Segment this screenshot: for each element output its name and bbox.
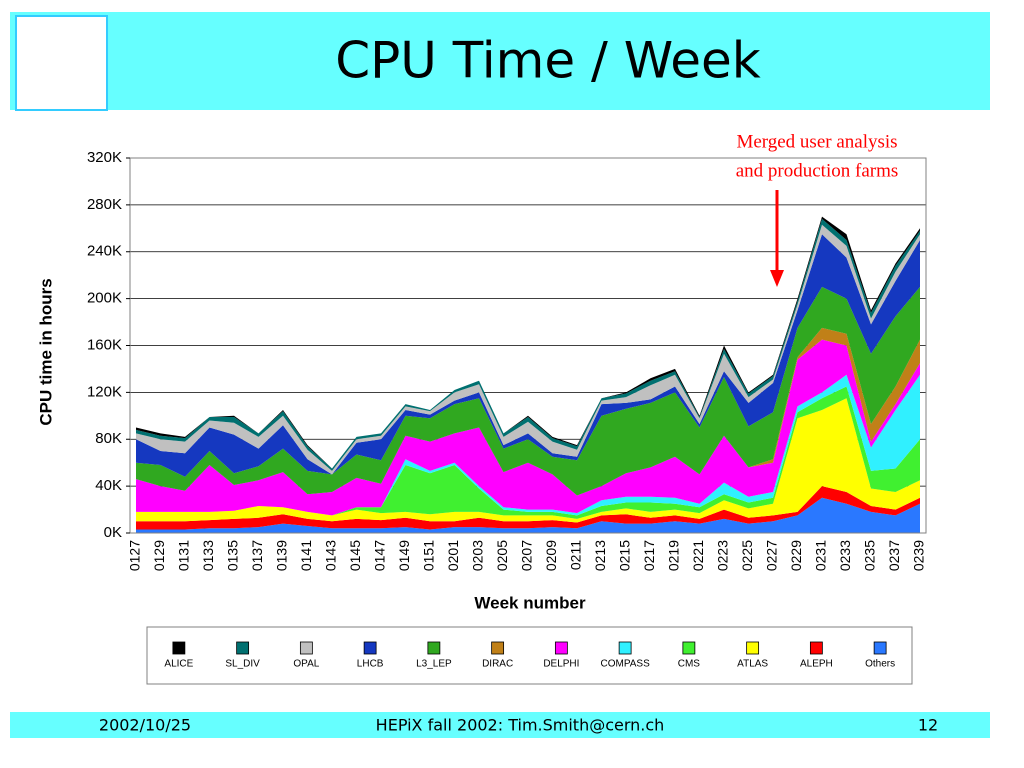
- footer-band: [10, 712, 990, 738]
- y-tick-label: 320K: [87, 149, 122, 166]
- legend-swatch: [427, 641, 441, 655]
- legend-swatch: [618, 641, 632, 655]
- x-tick-label: 0131: [176, 540, 192, 571]
- legend-swatch: [172, 641, 186, 655]
- legend-label: DELPHI: [543, 659, 579, 670]
- y-tick-label: 120K: [87, 383, 122, 400]
- legend-label: DIRAC: [482, 659, 513, 670]
- annotation-line: and production farms: [736, 160, 899, 181]
- x-tick-label: 0205: [494, 540, 510, 571]
- x-tick-label: 0203: [470, 540, 486, 571]
- x-tick-label: 0239: [911, 540, 927, 571]
- x-tick-label: 0225: [739, 540, 755, 571]
- x-tick-label: 0141: [298, 540, 314, 571]
- x-tick-label: 0209: [543, 540, 559, 571]
- chart: 0K 40K 80K 120K 160K 200K 240K 280K 320K 0127 0129…: [36, 131, 927, 685]
- legend-swatch: [682, 641, 696, 655]
- legend-swatch: [299, 641, 313, 655]
- area: [136, 339, 920, 516]
- x-tick-label: 0133: [200, 540, 216, 571]
- page-number: 12: [918, 716, 938, 735]
- area: [136, 398, 920, 523]
- legend-swatch: [554, 641, 568, 655]
- header-band: [10, 12, 990, 110]
- legend-swatch: [363, 641, 377, 655]
- area: [136, 497, 920, 533]
- x-tick-label: 0127: [127, 540, 143, 571]
- x-tick-label: 0151: [421, 540, 437, 571]
- header-square: [15, 15, 108, 111]
- x-tick-label: 0143: [323, 540, 339, 571]
- legend-label: LHCB: [357, 659, 384, 670]
- x-tick-label: 0149: [396, 540, 412, 571]
- legend-swatch: [491, 641, 505, 655]
- legend-swatch: [746, 641, 760, 655]
- y-tick-label: 240K: [87, 243, 122, 260]
- y-tick-label: 80K: [95, 430, 122, 447]
- x-tick-label: 0237: [886, 540, 902, 571]
- footer-date: 2002/10/25: [99, 716, 191, 735]
- y-tick-label: 40K: [95, 477, 122, 494]
- x-tick-label: 0129: [151, 540, 167, 571]
- x-tick-label: 0207: [519, 540, 535, 571]
- x-tick-label: 0147: [372, 540, 388, 571]
- x-tick-label: 0227: [764, 540, 780, 571]
- legend-label: ALICE: [164, 659, 193, 670]
- area: [136, 286, 920, 496]
- legend-label: COMPASS: [600, 659, 650, 670]
- x-tick-label: 0219: [666, 540, 682, 571]
- y-tick-label: 160K: [87, 336, 122, 353]
- legend-swatch: [236, 641, 250, 655]
- legend-label: CMS: [678, 659, 701, 670]
- x-tick-label: 0223: [715, 540, 731, 571]
- area: [136, 386, 920, 519]
- legend-swatch: [873, 641, 887, 655]
- legend: [146, 626, 913, 685]
- x-tick-label: 0233: [837, 540, 853, 571]
- x-tick-label: 0201: [445, 540, 461, 571]
- x-tick-label: 0235: [862, 540, 878, 571]
- slide-title: CPU Time / Week: [335, 32, 761, 90]
- area: [136, 218, 920, 471]
- x-tick-label: 0217: [641, 540, 657, 571]
- x-tick-label: 0139: [274, 540, 290, 571]
- x-tick-label: 0221: [690, 540, 706, 571]
- y-axis-label: CPU time in hours: [36, 278, 55, 425]
- x-tick-label: 0213: [592, 540, 608, 571]
- x-tick-label: 0231: [813, 540, 829, 571]
- y-tick-label: 200K: [87, 290, 122, 307]
- legend-swatch: [809, 641, 823, 655]
- annotation-line: Merged user analysis: [736, 131, 897, 152]
- legend-label: ATLAS: [737, 659, 768, 670]
- legend-label: ALEPH: [800, 659, 833, 670]
- legend-label: SL_DIV: [225, 659, 260, 670]
- footer-text: HEPiX fall 2002: Tim.Smith@cern.ch: [376, 716, 665, 735]
- x-tick-label: 0215: [617, 540, 633, 571]
- x-tick-label: 0145: [347, 540, 363, 571]
- x-axis-label: Week number: [474, 593, 586, 612]
- area: [136, 234, 920, 477]
- legend-label: L3_LEP: [416, 659, 452, 670]
- y-tick-label: 280K: [87, 196, 122, 213]
- legend-label: OPAL: [293, 659, 319, 670]
- annotation-arrowhead: [770, 270, 784, 287]
- area: [136, 224, 920, 475]
- x-tick-label: 0135: [225, 540, 241, 571]
- x-tick-label: 0211: [568, 540, 584, 570]
- x-tick-label: 0137: [249, 540, 265, 571]
- legend-label: Others: [865, 659, 895, 670]
- area: [136, 486, 920, 530]
- y-tick-label: 0K: [104, 524, 122, 541]
- x-tick-label: 0229: [788, 540, 804, 571]
